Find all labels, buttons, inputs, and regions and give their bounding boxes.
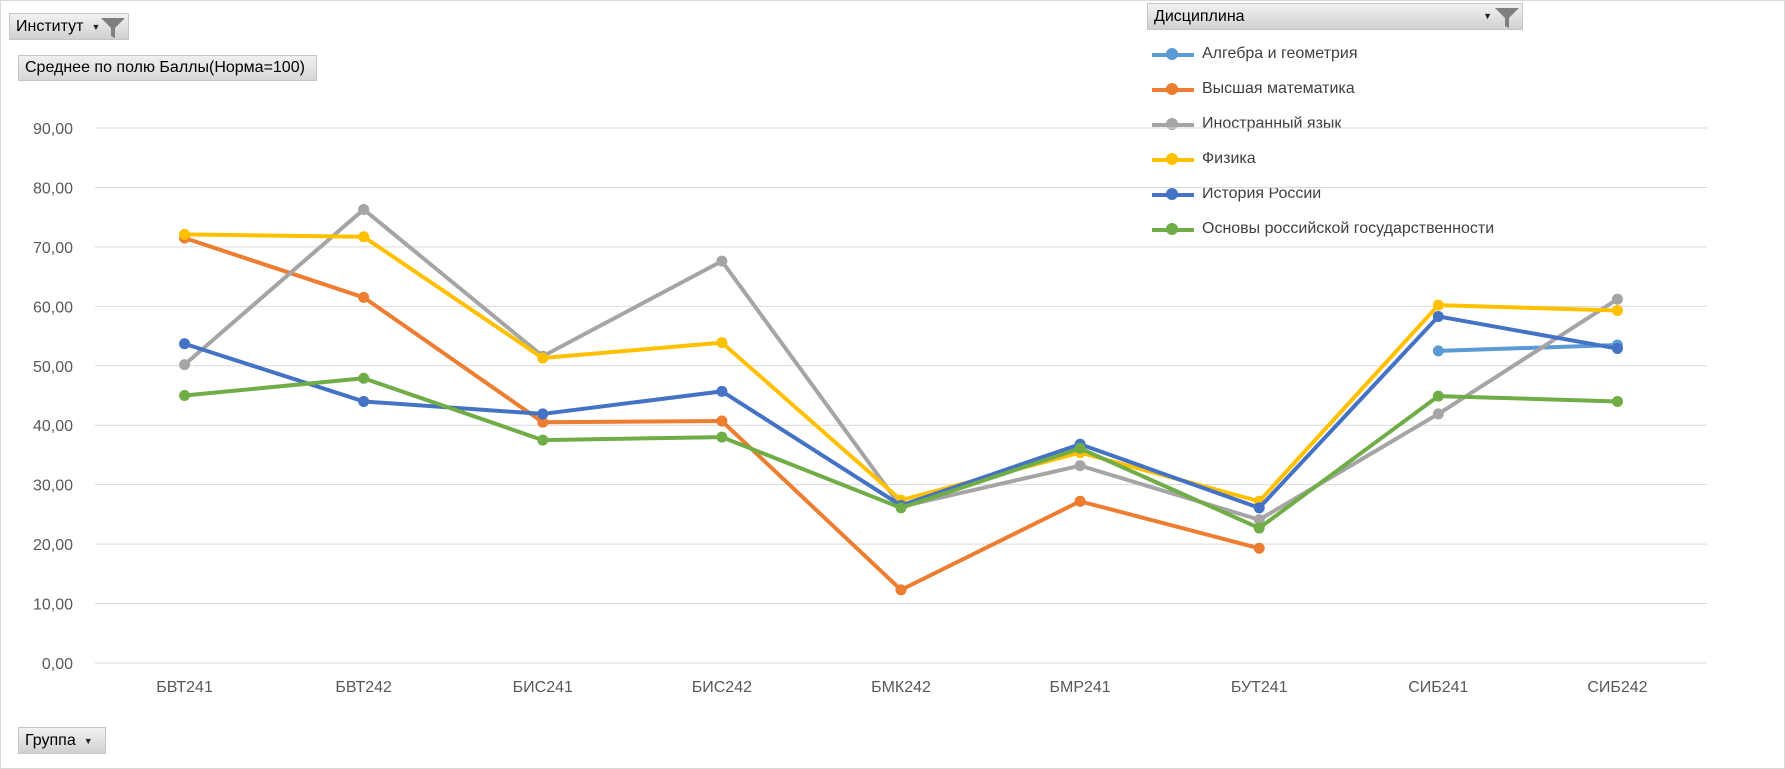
legend-item[interactable]: Основы российской государственности — [1150, 211, 1550, 246]
x-tick-label: БУТ241 — [1231, 679, 1288, 696]
legend-label: Алгебра и геометрия — [1202, 44, 1358, 62]
legend-label: Физика — [1202, 149, 1256, 167]
data-point — [895, 502, 907, 514]
data-point — [1432, 408, 1444, 420]
legend-swatch — [1150, 82, 1196, 96]
legend-item[interactable]: Физика — [1150, 141, 1550, 176]
data-point — [716, 385, 728, 397]
data-point — [1253, 542, 1265, 554]
legend-swatch — [1150, 222, 1196, 236]
series-line — [182, 207, 1620, 522]
series-5 — [179, 372, 1623, 534]
legend-swatch — [1150, 47, 1196, 61]
data-point — [1611, 304, 1623, 316]
data-point — [1074, 460, 1086, 472]
y-tick-label: 10,00 — [33, 597, 73, 614]
data-point — [179, 338, 191, 350]
legend-swatch — [1150, 152, 1196, 166]
data-point — [1074, 442, 1086, 454]
data-point — [1253, 514, 1265, 526]
y-tick-label: 70,00 — [33, 240, 73, 257]
data-point — [358, 203, 370, 215]
series-2 — [179, 203, 1623, 526]
series-line — [1436, 342, 1620, 353]
data-point — [716, 255, 728, 267]
data-point — [716, 415, 728, 427]
data-point — [1432, 345, 1444, 357]
series-line — [182, 235, 1262, 592]
legend-item[interactable]: История России — [1150, 176, 1550, 211]
data-point — [1432, 310, 1444, 322]
x-tick-label: БМК242 — [871, 679, 931, 696]
data-point — [537, 434, 549, 446]
data-point — [1432, 390, 1444, 402]
x-tick-label: БМР241 — [1050, 679, 1111, 696]
value-field-label: Среднее по полю Баллы(Норма=100) — [25, 59, 305, 76]
legend-label: Высшая математика — [1202, 79, 1355, 97]
y-tick-label: 20,00 — [33, 537, 73, 554]
y-tick-label: 80,00 — [33, 180, 73, 197]
filter-funnel-icon[interactable] — [100, 16, 126, 40]
data-point — [1611, 343, 1623, 355]
series-3 — [179, 228, 1623, 507]
filter-funnel-icon[interactable] — [1494, 6, 1520, 30]
data-point — [537, 352, 549, 364]
x-tick-label: БИС242 — [692, 679, 752, 696]
y-tick-label: 30,00 — [33, 478, 73, 495]
value-field-button[interactable]: Среднее по полю Баллы(Норма=100) — [18, 55, 317, 81]
data-point — [1611, 395, 1623, 407]
data-point — [179, 228, 191, 240]
discipline-filter-label: Дисциплина — [1154, 7, 1245, 25]
data-point — [358, 231, 370, 243]
y-tick-label: 90,00 — [33, 121, 73, 138]
group-filter-label: Группа — [25, 731, 76, 749]
data-point — [1253, 522, 1265, 534]
chevron-down-icon[interactable]: ▼ — [1483, 11, 1492, 21]
series-1 — [179, 232, 1265, 596]
legend-swatch — [1150, 187, 1196, 201]
legend-label: Основы российской государственности — [1202, 219, 1495, 237]
y-tick-label: 40,00 — [33, 418, 73, 435]
institute-filter-label: Институт — [16, 17, 84, 35]
data-point — [1611, 293, 1623, 305]
x-tick-label: БВТ242 — [335, 679, 392, 696]
y-tick-label: 60,00 — [33, 299, 73, 316]
legend-item[interactable]: Высшая математика — [1150, 71, 1550, 106]
data-point — [537, 416, 549, 428]
data-point — [1074, 495, 1086, 507]
chart-legend: Алгебра и геометрия Высшая математика Инос… — [1150, 36, 1550, 246]
x-tick-label: СИБ241 — [1408, 679, 1468, 696]
data-point — [716, 431, 728, 443]
discipline-filter-button[interactable]: Дисциплина ▼ — [1147, 3, 1523, 30]
series-line — [182, 232, 1620, 504]
chevron-down-icon[interactable]: ▼ — [83, 735, 93, 746]
group-filter-button[interactable]: Группа ▼ — [18, 727, 106, 754]
data-point — [895, 584, 907, 596]
series-0 — [1432, 339, 1623, 357]
y-tick-label: 0,00 — [42, 656, 73, 673]
legend-item[interactable]: Алгебра и геометрия — [1150, 36, 1550, 71]
data-point — [716, 337, 728, 349]
data-point — [179, 359, 191, 371]
data-point — [358, 395, 370, 407]
data-point — [1253, 502, 1265, 514]
legend-label: История России — [1202, 184, 1322, 202]
x-tick-label: СИБ242 — [1587, 679, 1647, 696]
data-point — [358, 291, 370, 303]
institute-filter-button[interactable]: Институт ▼ — [9, 13, 129, 40]
data-point — [358, 372, 370, 384]
legend-swatch — [1150, 117, 1196, 131]
legend-item[interactable]: Иностранный язык — [1150, 106, 1550, 141]
x-tick-label: БИС241 — [513, 679, 573, 696]
legend-label: Иностранный язык — [1202, 114, 1342, 132]
data-point — [1432, 299, 1444, 311]
chevron-down-icon[interactable]: ▼ — [91, 21, 101, 32]
data-point — [537, 408, 549, 420]
x-tick-label: БВТ241 — [156, 679, 213, 696]
y-tick-label: 50,00 — [33, 359, 73, 376]
data-point — [179, 390, 191, 401]
